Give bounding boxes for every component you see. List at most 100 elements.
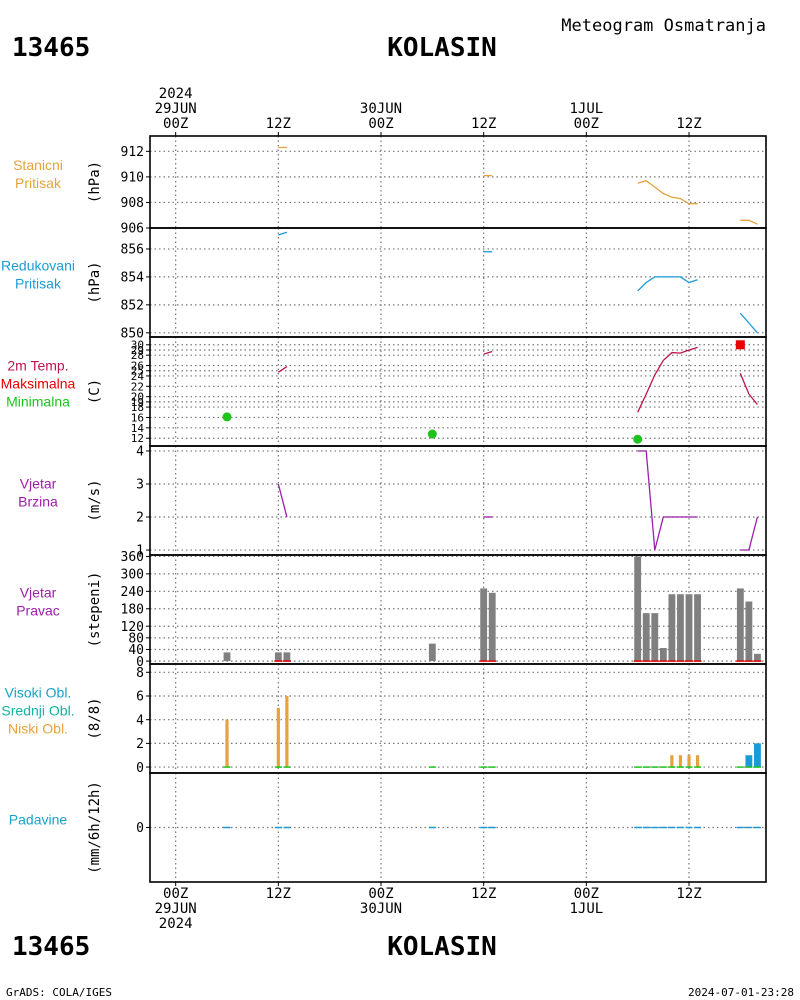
low-cloud-bar	[678, 755, 683, 768]
top-time-label: 00Z	[163, 116, 188, 132]
min-temp-marker	[427, 429, 437, 439]
y-tick-label: 910	[121, 171, 144, 186]
wind-direction-bar	[642, 613, 650, 662]
bottom-time-label: 00Z	[574, 886, 599, 902]
bottom-time-label: 12Z	[471, 886, 496, 902]
reduced-pressure-panel: 850 852 854 856 Redukovani Pritisak (hPa)	[1, 227, 767, 341]
top-time-label: 2024	[159, 86, 193, 102]
wind-direction-bar	[283, 652, 291, 662]
panel-title-line: Minimalna	[6, 394, 70, 410]
y-axis-label: (stepeni)	[87, 572, 103, 648]
top-time-label: 00Z	[574, 116, 599, 132]
top-time-label: 12Z	[676, 116, 701, 132]
footer-timestamp: 2024-07-01-23:28	[688, 986, 794, 999]
data-line	[740, 219, 758, 225]
footer-credit: GrADS: COLA/IGES	[6, 986, 112, 999]
panel-title-line: Srednji Obl.	[1, 703, 74, 719]
y-tick-label: 2	[136, 511, 144, 526]
y-tick-label: 2	[136, 737, 144, 752]
y-tick-label: 908	[121, 196, 144, 211]
y-tick-label: 12	[131, 432, 144, 445]
data-line	[637, 179, 698, 205]
data-line	[637, 276, 698, 292]
panel-title-line: Maksimalna	[1, 376, 76, 392]
y-axis-label: (m/s)	[87, 479, 103, 521]
panel-title-line: Vjetar	[20, 476, 57, 492]
data-line	[739, 373, 758, 405]
header-product: Meteogram Osmatranja	[561, 16, 766, 36]
data-line	[277, 483, 288, 518]
low-cloud-bar	[695, 755, 700, 768]
y-tick-label: 28	[131, 349, 144, 362]
top-time-label: 12Z	[471, 116, 496, 132]
panel-title-line: Pritisak	[15, 175, 62, 191]
precipitation-panel: 0 Padavine (mm/6h/12h)	[9, 772, 767, 883]
bottom-time-label: 2024	[159, 916, 193, 932]
y-tick-label: 0	[136, 655, 144, 670]
y-tick-label: 856	[121, 243, 144, 258]
y-tick-label: 8	[136, 666, 144, 681]
panel-title-line: Padavine	[9, 812, 68, 828]
panel-title-line: Visoki Obl.	[5, 685, 72, 701]
y-tick-label: 0	[136, 821, 144, 836]
y-tick-label: 180	[121, 602, 144, 617]
y-axis-label: (C)	[87, 379, 103, 404]
wind-direction-bar	[651, 613, 659, 662]
min-temp-marker	[633, 434, 643, 444]
bottom-time-label: 30JUN	[360, 901, 402, 917]
data-line	[739, 312, 758, 334]
y-tick-label: 120	[121, 620, 144, 635]
top-time-label: 12Z	[266, 116, 291, 132]
y-tick-label: 80	[128, 632, 144, 647]
low-cloud-bar	[687, 755, 691, 768]
data-line	[637, 450, 698, 551]
panel-frame	[149, 445, 767, 556]
wind-direction-bar	[274, 652, 282, 662]
max-temp-marker	[735, 340, 745, 350]
high-cloud-bar	[754, 743, 761, 768]
y-tick-label: 18	[131, 401, 144, 414]
bottom-time-label: 29JUN	[155, 901, 197, 917]
panel-title-line: 2m Temp.	[7, 358, 68, 374]
y-tick-label: 6	[136, 690, 144, 705]
cloud-cover-panel: 0 2 4 6 8 Visoki Obl. Srednji Obl. Niski Obl. (8…	[1, 663, 767, 776]
low-cloud-bar	[276, 707, 280, 768]
panel-title-line: Vjetar	[20, 585, 57, 601]
y-tick-label: 14	[131, 422, 145, 435]
y-tick-label: 906	[121, 222, 144, 237]
bottom-time-label: 12Z	[676, 886, 701, 902]
wind-direction-bar	[685, 594, 693, 662]
wind-direction-bar	[634, 556, 642, 662]
y-tick-label: 852	[121, 299, 144, 314]
y-tick-label: 4	[136, 713, 144, 728]
y-axis-label: (8/8)	[87, 697, 103, 739]
panel-title-line: Redukovani	[1, 258, 75, 274]
panel-title-line: Niski Obl.	[8, 721, 68, 737]
panel-frame	[149, 772, 767, 883]
y-tick-label: 0	[136, 761, 144, 776]
low-cloud-bar	[670, 755, 674, 768]
footer-station-name: KOLASIN	[387, 932, 497, 962]
panel-frame	[149, 135, 767, 229]
wind-direction-bar	[736, 588, 744, 662]
top-time-label: 29JUN	[155, 101, 197, 117]
panel-frame	[149, 663, 767, 774]
y-tick-label: 19	[131, 396, 144, 409]
y-tick-label: 4	[136, 445, 144, 460]
panel-title-line: Brzina	[18, 494, 58, 510]
top-time-label: 1JUL	[569, 101, 603, 117]
panel-title-line: Pravac	[16, 603, 60, 619]
y-tick-label: 25	[131, 365, 144, 378]
station-pressure-panel: 906 908 910 912 Stanicni Pritisak (hPa)	[13, 135, 767, 237]
wind-direction-bar	[668, 594, 676, 662]
wind-direction-bar	[428, 643, 436, 662]
bottom-time-label: 1JUL	[569, 901, 603, 917]
y-tick-label: 16	[131, 411, 144, 424]
panel-title-line: Pritisak	[15, 276, 62, 292]
y-tick-label: 24	[131, 370, 145, 383]
low-cloud-bar	[285, 695, 289, 768]
header-station-name: KOLASIN	[387, 33, 497, 63]
